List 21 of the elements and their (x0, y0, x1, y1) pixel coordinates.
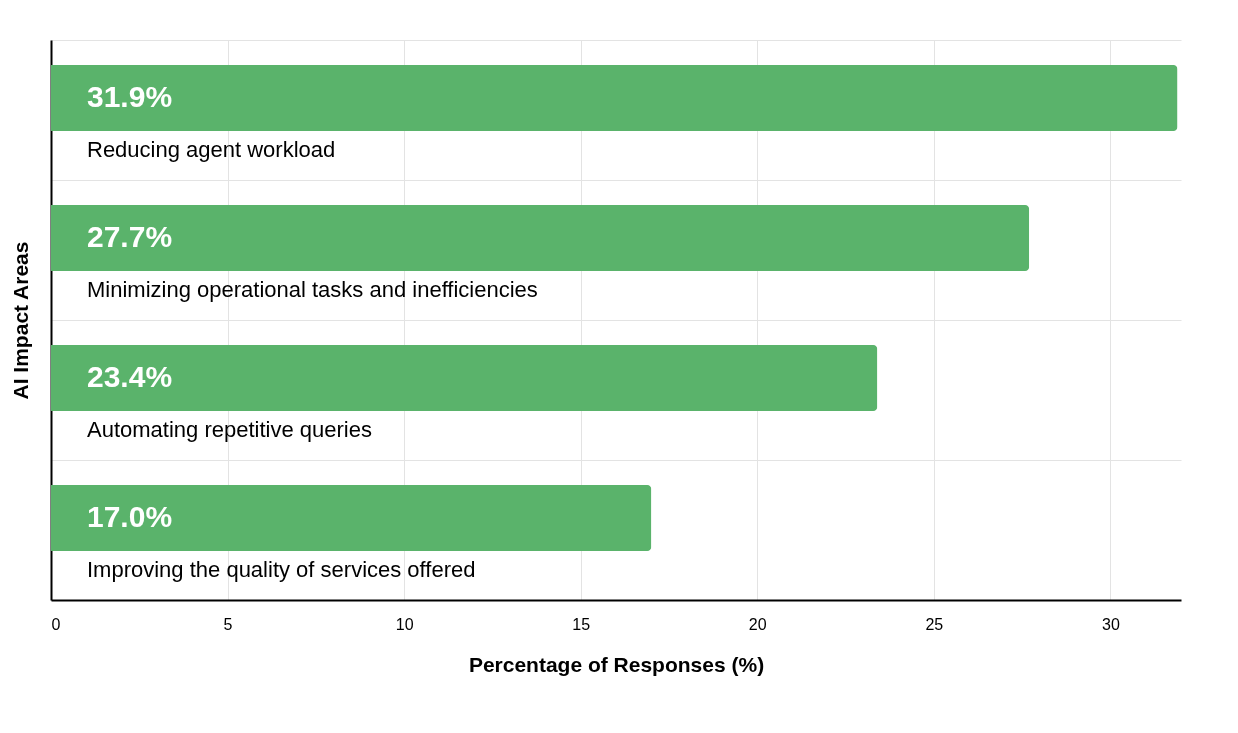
x-tick-label: 0 (51, 615, 61, 633)
bar (51, 345, 878, 411)
x-axis-title: Percentage of Responses (%) (468, 652, 765, 676)
y-tick-label: Reducing agent workload (87, 137, 336, 162)
x-tick-label: 25 (925, 615, 944, 633)
x-tick-label: 15 (572, 615, 591, 633)
x-tick-label: 20 (748, 615, 767, 633)
y-tick-label: Improving the quality of services offered (87, 557, 476, 582)
bar (51, 205, 1030, 271)
data-label: 31.9% (87, 80, 173, 113)
y-tick-label: Minimizing operational tasks and inefficiencies (87, 277, 538, 302)
bar (51, 65, 1178, 131)
x-tick-label: 10 (395, 615, 414, 633)
x-tick-label: 30 (1101, 615, 1120, 633)
data-label: 23.4% (87, 360, 173, 393)
x-tick-label: 5 (223, 615, 233, 633)
bar (51, 485, 652, 551)
y-tick-label: Automating repetitive queries (87, 417, 372, 442)
data-label: 17.0% (87, 500, 173, 533)
data-label: 27.7% (87, 220, 173, 253)
y-axis-title: AI Impact Areas (8, 241, 32, 400)
